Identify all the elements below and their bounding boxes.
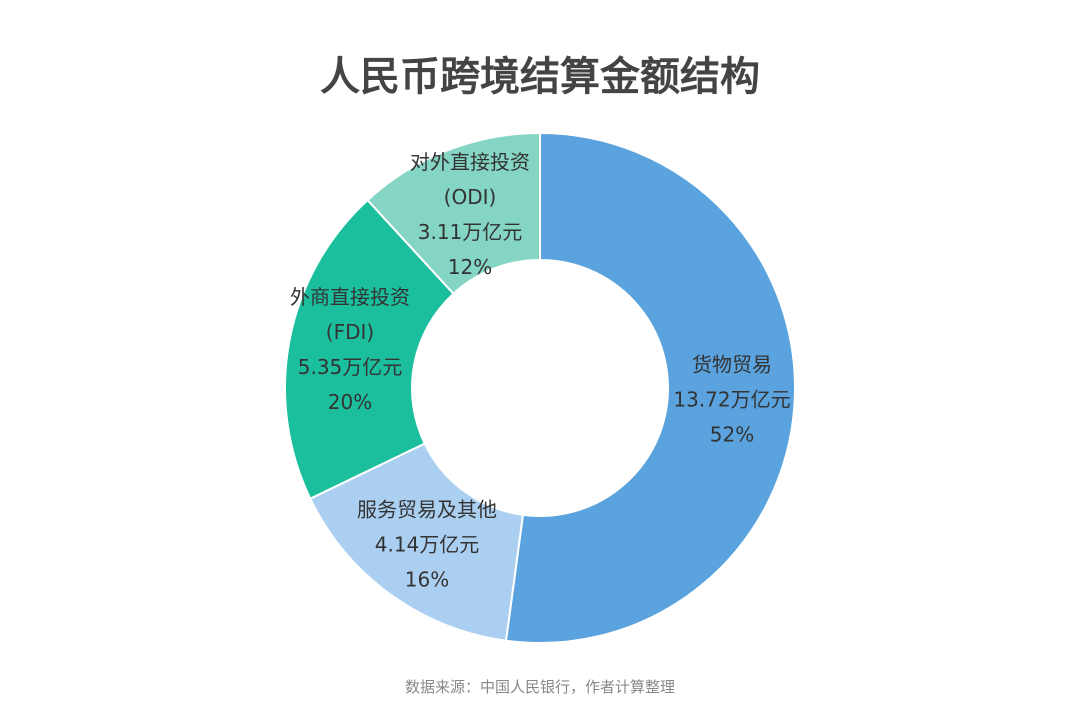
slice-label: 外商直接投资 (FDI) 5.35万亿元 20%: [290, 280, 410, 420]
percent-label: 20%: [327, 390, 373, 414]
donut-slice: [308, 442, 525, 642]
donut-slice: [284, 198, 455, 500]
slice-label: 服务贸易及其他 4.14万亿元 16%: [357, 493, 497, 598]
donut-slice: [504, 131, 796, 644]
percent-label: 16%: [404, 567, 450, 592]
value-label: 4.14万亿元: [374, 532, 480, 557]
value-label: 5.35万亿元: [297, 355, 403, 379]
value-label: 3.11万亿元: [417, 220, 523, 244]
source-note: 数据来源：中国人民银行，作者计算整理: [404, 678, 675, 696]
value-label: 13.72万亿元: [673, 387, 791, 412]
category-label: 外商直接投资 (FDI): [290, 285, 410, 344]
category-label: 货物贸易: [691, 352, 772, 377]
slice-label: 货物贸易 13.72万亿元 52%: [673, 348, 790, 453]
category-label: 对外直接投资 (ODI): [410, 150, 530, 209]
chart-title: 人民币跨境结算金额结构: [320, 54, 760, 100]
percent-label: 52%: [709, 422, 755, 447]
category-label: 服务贸易及其他: [357, 497, 497, 522]
percent-label: 12%: [447, 255, 493, 279]
slice-label: 对外直接投资 (ODI) 3.11万亿元 12%: [410, 145, 530, 285]
donut-slice: [366, 131, 541, 296]
